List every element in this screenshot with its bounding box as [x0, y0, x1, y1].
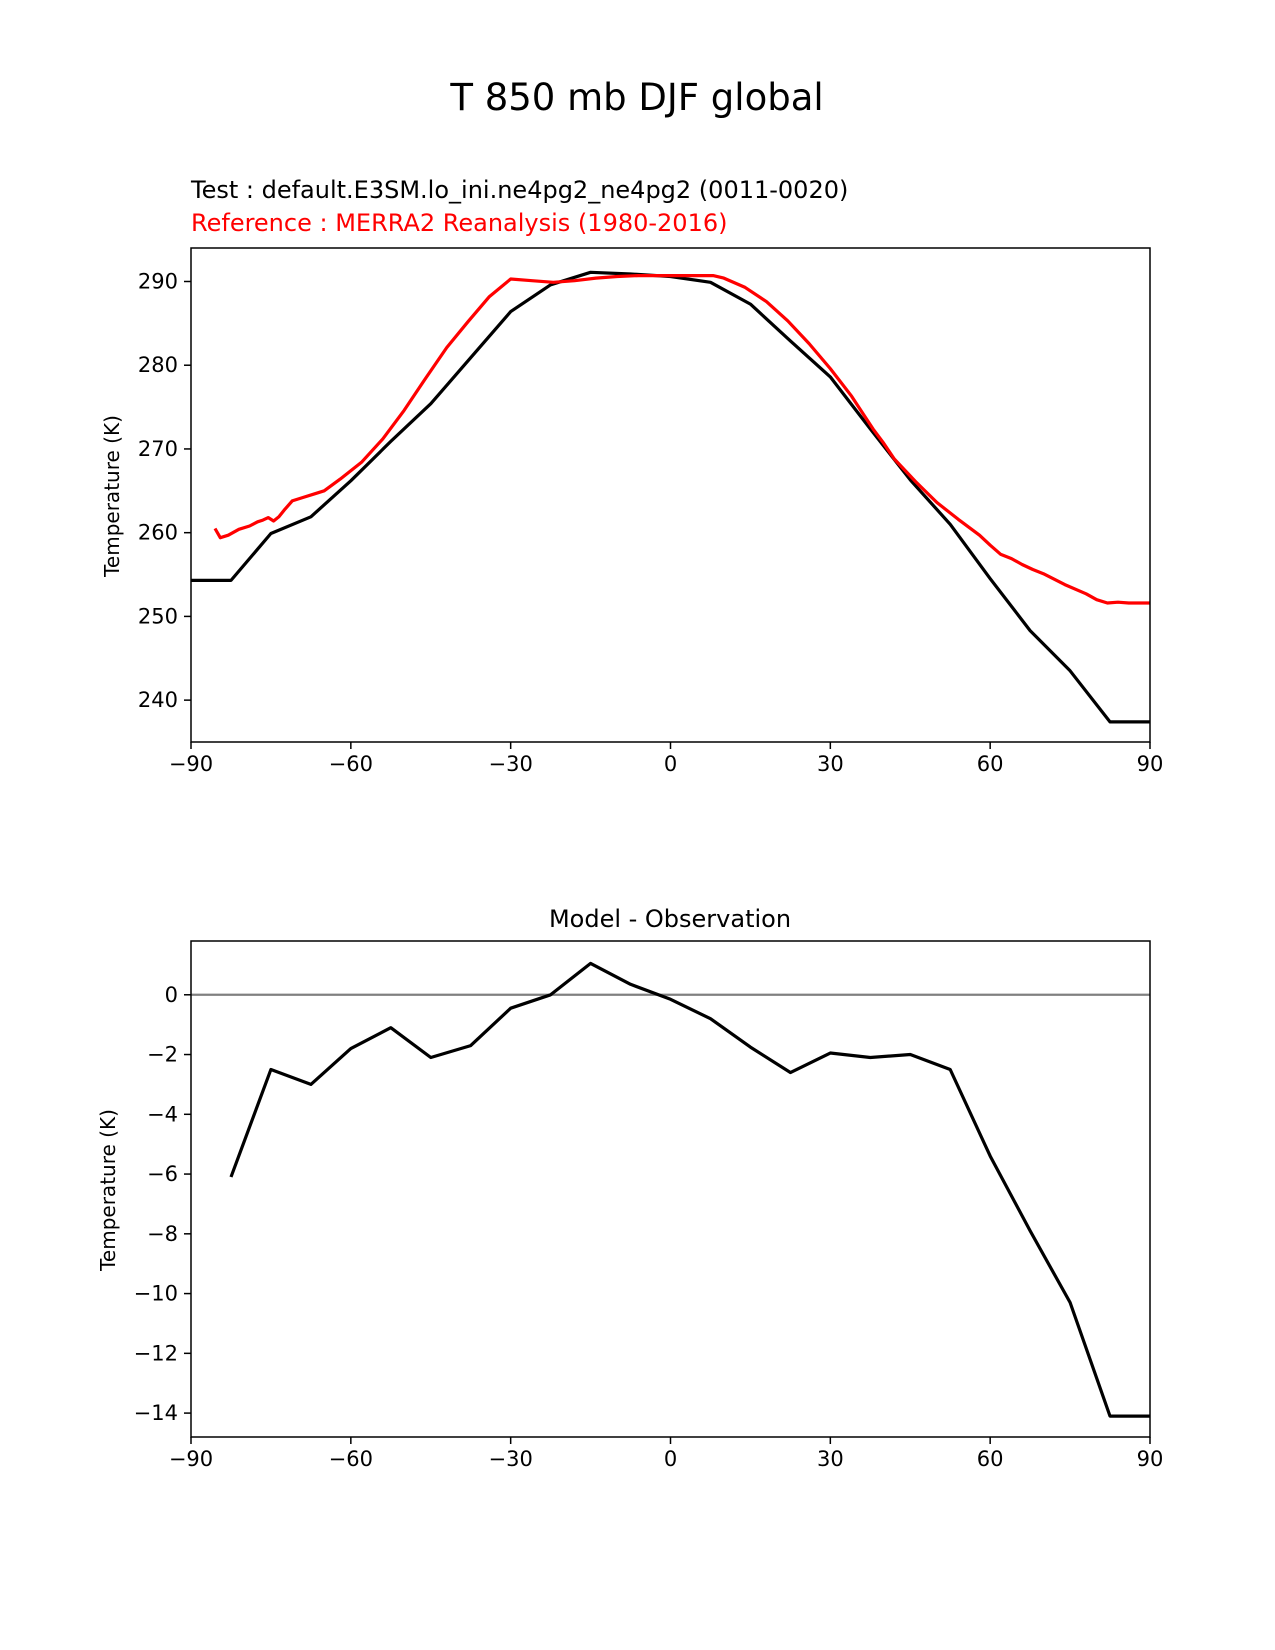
- bottom-panel-ytick-label: −2: [147, 1043, 178, 1067]
- top-panel-series-line-black: [191, 270, 1150, 724]
- figure-suptitle: T 850 mb DJF global: [449, 76, 823, 119]
- bottom-panel-frame: [190, 940, 1151, 1438]
- bottom-panel-xtick-label: 30: [817, 1447, 844, 1471]
- bottom-panel-ytick-label: −4: [147, 1102, 178, 1126]
- bottom-panel: Model - Observation Temperature (K) −90−…: [96, 905, 1163, 1471]
- top-panel-reference-title: Reference : MERRA2 Reanalysis (1980-2016…: [191, 209, 727, 237]
- top-panel-xtick-label: 30: [817, 752, 844, 776]
- bottom-panel-xtick-label: 0: [664, 1447, 677, 1471]
- bottom-panel-xtick-label: 90: [1137, 1447, 1164, 1471]
- top-panel-ytick-label: 290: [138, 269, 178, 293]
- top-panel-ticks: −90 −60 −30 0 30 60 90 240 250 260 270 280 290: [138, 269, 1163, 776]
- bottom-panel-series: [191, 961, 1150, 1418]
- top-panel-ytick-label: 260: [138, 521, 178, 545]
- top-panel-ylabel: Temperature (K): [100, 415, 124, 578]
- bottom-panel-ytick-label: −10: [134, 1282, 178, 1306]
- bottom-panel-title: Model - Observation: [549, 905, 791, 933]
- top-panel-xtick-label: 60: [977, 752, 1004, 776]
- bottom-panel-series-line-black: [229, 961, 1150, 1418]
- bottom-panel-ytick-label: 0: [165, 983, 178, 1007]
- bottom-panel-xtick-label: −60: [329, 1447, 373, 1471]
- top-panel-ytick-label: 280: [138, 353, 178, 377]
- top-panel: Test : default.E3SM.lo_ini.ne4pg2_ne4pg2…: [100, 176, 1163, 776]
- top-panel-series: [191, 270, 1150, 724]
- bottom-panel-ticks: −90 −60 −30 0 30 60 90 −14 −12 −10 −8 −6 −4 −2 0: [134, 983, 1164, 1471]
- top-panel-ytick-label: 270: [138, 437, 178, 461]
- top-panel-xtick-label: 90: [1137, 752, 1164, 776]
- bottom-panel-xtick-label: −30: [489, 1447, 533, 1471]
- top-panel-xtick-label: −90: [169, 752, 213, 776]
- top-panel-ytick-label: 250: [138, 604, 178, 628]
- bottom-panel-ytick-label: −14: [134, 1401, 178, 1425]
- top-panel-series-line-red: [213, 274, 1150, 605]
- top-panel-test-title: Test : default.E3SM.lo_ini.ne4pg2_ne4pg2…: [190, 176, 848, 204]
- top-panel-xtick-label: −60: [329, 752, 373, 776]
- bottom-panel-xtick-label: 60: [977, 1447, 1004, 1471]
- bottom-panel-ylabel: Temperature (K): [96, 1109, 120, 1272]
- bottom-panel-ytick-label: −8: [147, 1222, 178, 1246]
- bottom-panel-xtick-label: −90: [169, 1447, 213, 1471]
- bottom-panel-ytick-label: −6: [147, 1162, 178, 1186]
- bottom-panel-ytick-label: −12: [134, 1341, 178, 1365]
- top-panel-xtick-label: 0: [664, 752, 677, 776]
- top-panel-ytick-label: 240: [138, 688, 178, 712]
- top-panel-xtick-label: −30: [489, 752, 533, 776]
- top-panel-frame: [190, 247, 1151, 743]
